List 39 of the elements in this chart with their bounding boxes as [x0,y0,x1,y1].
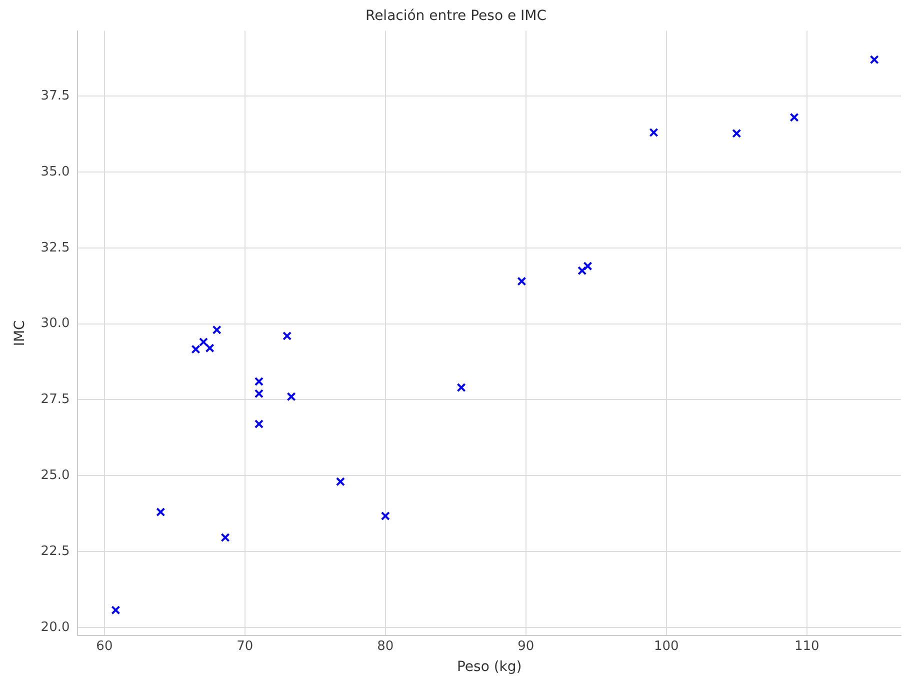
point [254,376,264,386]
point [254,389,264,398]
point [870,55,879,64]
y-tick-label: 35.0 [40,164,70,180]
point [583,262,592,271]
point [205,344,214,353]
y-tick-label: 20.0 [40,620,70,635]
chart-title: Relación entre Peso e IMC [365,8,547,24]
point [212,325,222,334]
point [282,331,292,340]
point [111,606,120,615]
point [286,392,296,402]
point [220,532,230,542]
y-tick-label: 30.0 [40,316,70,332]
point [649,128,658,138]
x-tick-label: 100 [654,638,679,654]
point [732,128,742,138]
y-axis-title: IMC [12,320,28,346]
x-tick-label: 80 [377,638,394,654]
y-tick-label: 37.5 [40,88,70,104]
y-tick-label: 25.0 [40,468,70,483]
point [517,276,526,286]
y-tick-label: 27.5 [40,392,70,408]
point [790,112,799,122]
point [254,419,264,429]
point [578,266,587,276]
point [191,344,200,354]
x-tick-label: 110 [794,638,820,654]
point [380,511,390,521]
point [336,477,345,486]
x-axis-title: Peso (kg) [456,659,522,676]
x-tick-label: 60 [96,638,113,654]
x-tick-label: 90 [518,638,534,654]
point [198,337,208,347]
point [456,383,466,392]
x-tick-label: 70 [236,638,254,654]
point [156,507,166,517]
y-tick-label: 32.5 [40,240,70,256]
y-tick-label: 22.5 [40,544,70,559]
